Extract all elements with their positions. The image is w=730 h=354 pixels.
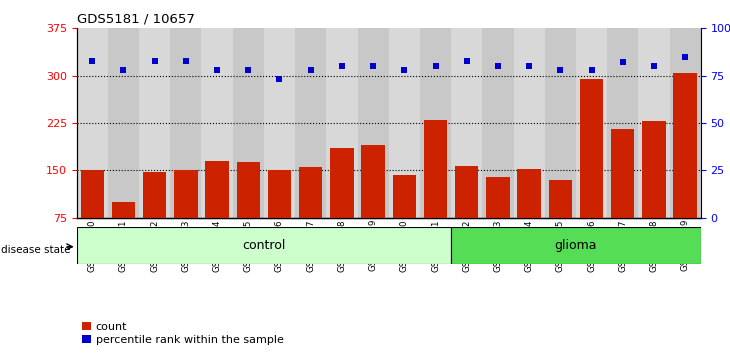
Point	[680, 54, 691, 59]
Bar	[393, 175, 416, 218]
Point	[305, 67, 317, 73]
Point	[523, 63, 535, 69]
Bar	[233, 28, 264, 218]
Bar	[361, 145, 385, 218]
Point	[555, 67, 566, 73]
Bar	[108, 28, 139, 218]
Bar	[143, 172, 166, 218]
Point	[274, 76, 285, 82]
Bar	[299, 167, 323, 218]
Bar	[669, 28, 701, 218]
Bar	[80, 170, 104, 218]
Bar	[326, 28, 358, 218]
Bar	[576, 28, 607, 218]
Point	[367, 63, 379, 69]
Bar	[205, 161, 228, 218]
Bar	[607, 28, 638, 218]
Bar	[549, 180, 572, 218]
Legend: count, percentile rank within the sample: count, percentile rank within the sample	[82, 321, 283, 345]
Point	[648, 63, 660, 69]
Text: glioma: glioma	[555, 239, 597, 252]
Point	[617, 59, 629, 65]
Bar	[642, 121, 666, 218]
Bar	[486, 177, 510, 218]
Bar	[455, 166, 478, 218]
Bar	[545, 28, 576, 218]
Bar	[268, 170, 291, 218]
Bar	[295, 28, 326, 218]
Point	[149, 58, 161, 63]
Bar	[580, 79, 603, 218]
Bar	[201, 28, 233, 218]
Bar	[611, 129, 634, 218]
Bar	[424, 120, 447, 218]
Bar	[483, 28, 513, 218]
Bar	[451, 28, 483, 218]
Bar	[330, 148, 353, 218]
Point	[180, 58, 192, 63]
Point	[461, 58, 472, 63]
Point	[118, 67, 129, 73]
Bar	[638, 28, 669, 218]
Bar	[112, 202, 135, 218]
Bar	[174, 170, 198, 218]
Point	[430, 63, 442, 69]
Point	[399, 67, 410, 73]
Bar	[518, 169, 541, 218]
Point	[492, 63, 504, 69]
Text: disease state: disease state	[1, 245, 70, 255]
Point	[585, 67, 597, 73]
Bar	[139, 28, 170, 218]
Text: control: control	[242, 239, 285, 252]
Bar	[674, 73, 697, 218]
Bar	[264, 28, 295, 218]
Bar	[237, 162, 260, 218]
Bar	[451, 227, 701, 264]
Point	[336, 63, 347, 69]
Bar	[77, 227, 451, 264]
Bar	[389, 28, 420, 218]
Bar	[77, 28, 108, 218]
Bar	[420, 28, 451, 218]
Text: GDS5181 / 10657: GDS5181 / 10657	[77, 13, 194, 26]
Point	[86, 58, 98, 63]
Point	[242, 67, 254, 73]
Point	[211, 67, 223, 73]
Bar	[170, 28, 201, 218]
Bar	[513, 28, 545, 218]
Bar	[358, 28, 389, 218]
